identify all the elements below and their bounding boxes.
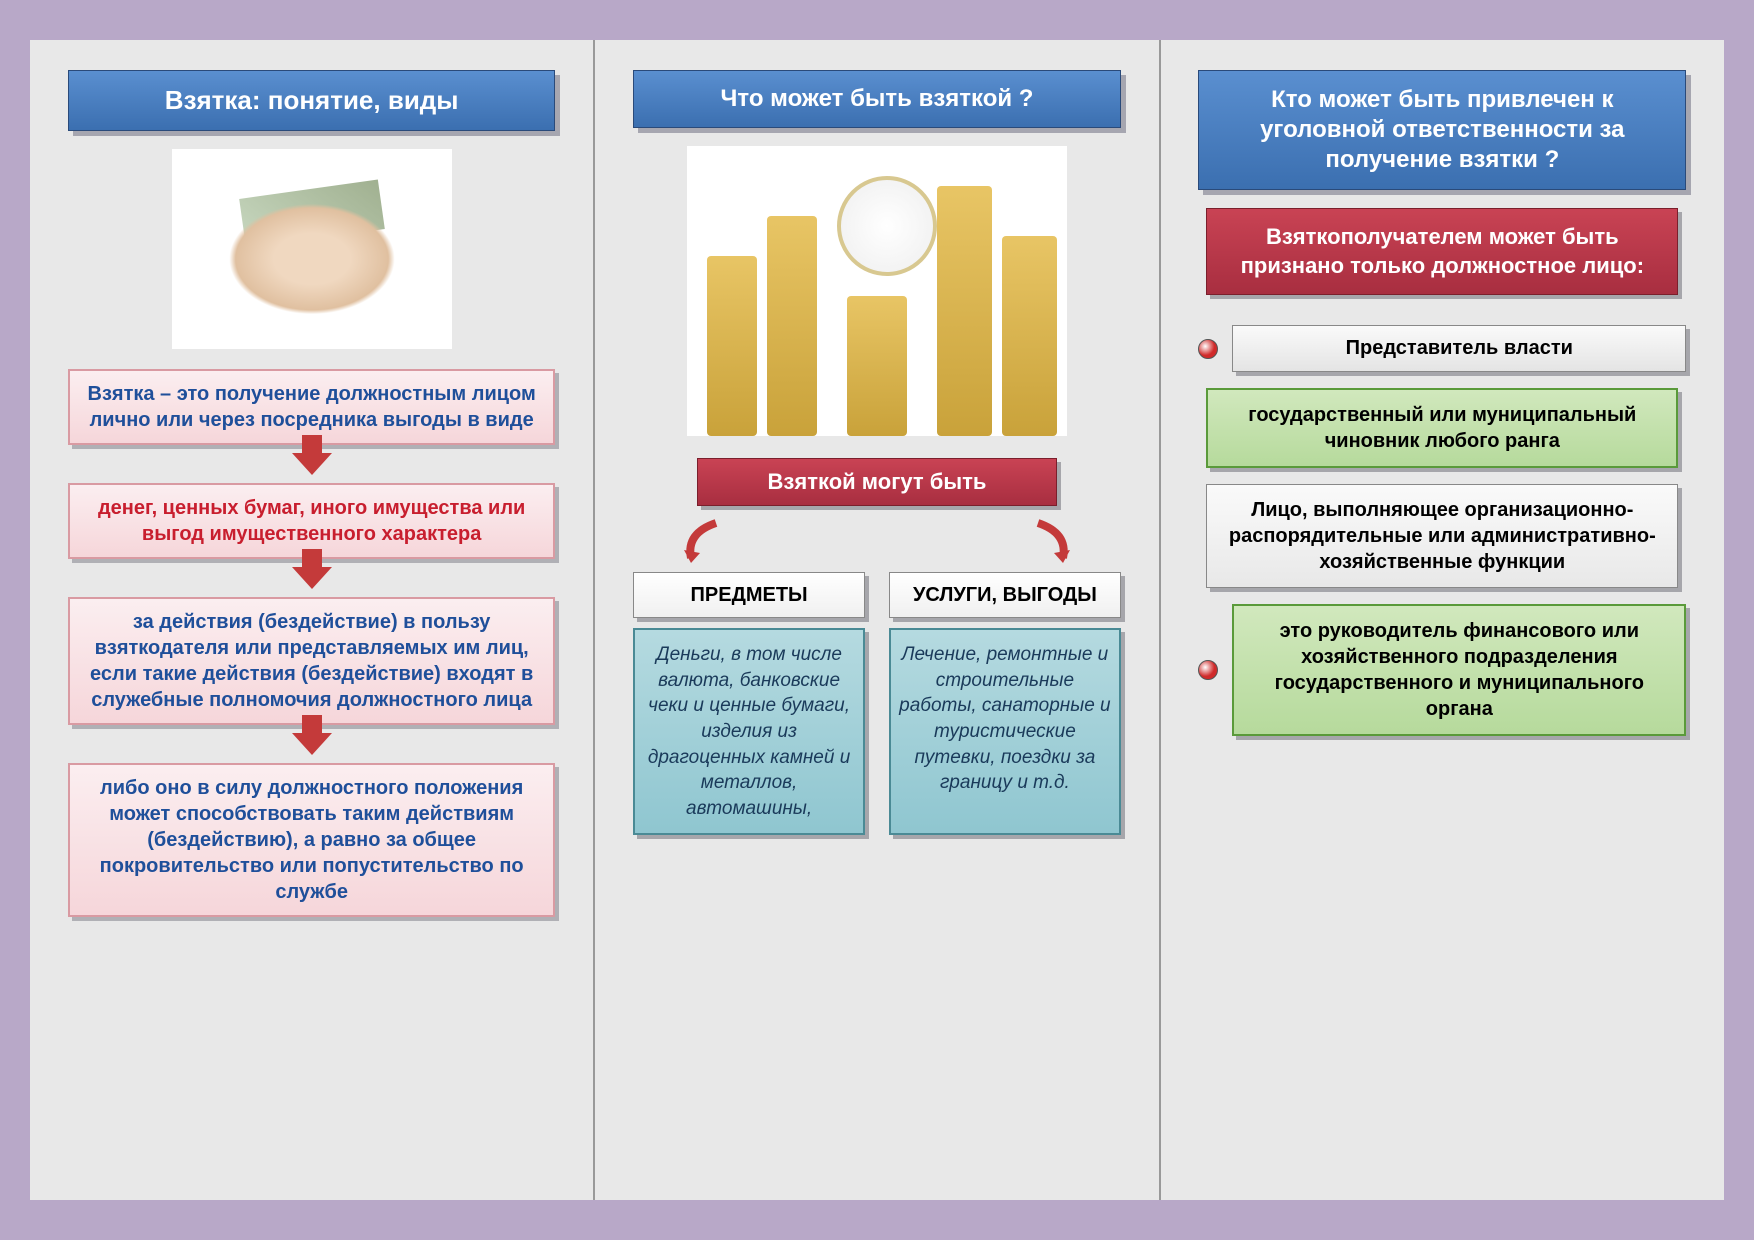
arrow-down-icon [292,567,332,589]
arrow-down-icon [292,453,332,475]
image-coins-clock [687,146,1067,436]
tab-services: УСЛУГИ, ВЫГОДЫ [889,572,1121,618]
definition-box-3: за действия (бездействие) в пользу взятк… [68,597,556,725]
infographic-page: Взятка: понятие, виды Взятка – это получ… [30,40,1724,1200]
definition-text-3: за действия (бездействие) в пользу взятк… [90,611,533,711]
definition-box-4: либо оно в силу должностного положения м… [68,763,556,917]
col3-title: Кто может быть привлечен к уголовной отв… [1198,70,1686,190]
definition-box-2: денег, ценных бумаг, иного имущества или… [68,483,556,559]
tab-items: ПРЕДМЕТЫ [633,572,865,618]
bullet-icon [1198,660,1218,680]
definition-text-4: либо оно в силу должностного положения м… [100,777,524,903]
category-details-row: Деньги, в том числе валюта, банковские ч… [633,628,1121,835]
coin-stack-icon [1002,236,1057,436]
coin-stack-icon [937,186,992,436]
item-official: государственный или муниципальный чиновн… [1206,388,1678,468]
coin-stack-icon [847,296,907,436]
bullet-icon [1198,339,1218,359]
details-services: Лечение, ремонтные и строительные работы… [889,628,1121,835]
curved-arrow-right-icon [1028,518,1078,568]
category-tabs-row: ПРЕДМЕТЫ УСЛУГИ, ВЫГОДЫ [633,572,1121,618]
list-item-4: это руководитель финансового или хозяйст… [1198,604,1686,736]
curved-arrows-row [646,518,1108,568]
arrow-down-icon [292,733,332,755]
col1-title: Взятка: понятие, виды [68,70,556,131]
image-hands-money [172,149,452,349]
item-finance-head: это руководитель финансового или хозяйст… [1232,604,1686,736]
list-item-1: Представитель власти [1198,325,1686,372]
coin-stack-icon [767,216,817,436]
coin-stack-icon [707,256,757,436]
column-1: Взятка: понятие, виды Взятка – это получ… [30,40,595,1200]
col3-subheader: Взяткополучателем может быть признано то… [1206,208,1678,295]
curved-arrow-left-icon [676,518,726,568]
definition-text-1: Взятка – это получение должностным лицом… [88,383,536,431]
item-authority-rep: Представитель власти [1232,325,1686,372]
column-3: Кто может быть привлечен к уголовной отв… [1161,40,1724,1200]
column-2: Что может быть взяткой ? Взяткой могут б… [595,40,1160,1200]
hand-icon [222,199,402,319]
clock-icon [837,176,937,276]
definition-box-1: Взятка – это получение должностным лицом… [68,369,556,445]
col2-subheader: Взяткой могут быть [697,458,1056,506]
definition-text-2: денег, ценных бумаг, иного имущества или… [98,497,525,545]
item-org-functions: Лицо, выполняющее организационно-распоря… [1206,484,1678,588]
details-items: Деньги, в том числе валюта, банковские ч… [633,628,865,835]
col2-title: Что может быть взяткой ? [633,70,1121,128]
